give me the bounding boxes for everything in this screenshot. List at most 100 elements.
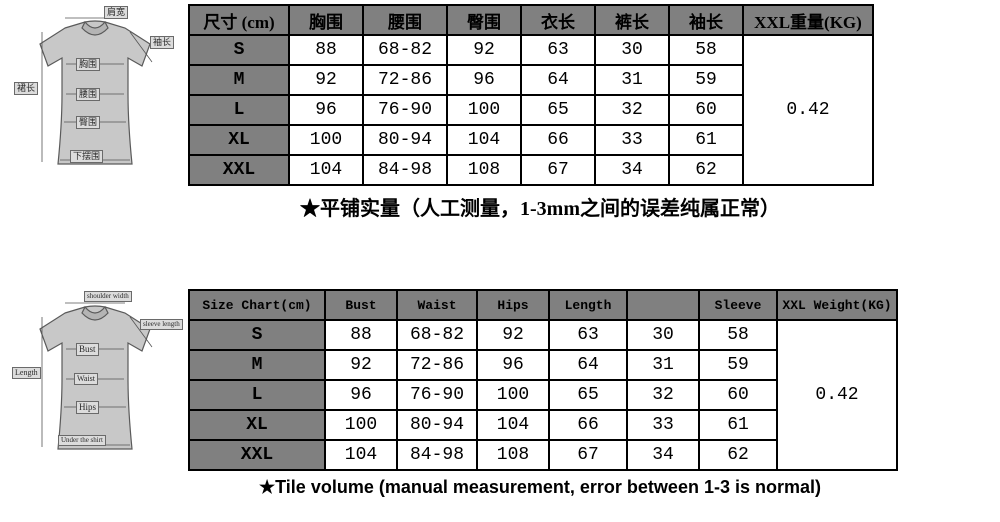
- size-value: 84-98: [397, 440, 477, 470]
- size-table-en: Size Chart(cm)BustWaistHipsLengthSleeveX…: [188, 289, 898, 471]
- size-value: 30: [627, 320, 699, 350]
- size-value: 104: [289, 155, 363, 185]
- size-value: 72-86: [363, 65, 447, 95]
- size-value: 60: [699, 380, 777, 410]
- size-value: 32: [627, 380, 699, 410]
- size-value: 68-82: [397, 320, 477, 350]
- diagram-label: 裙长: [14, 82, 38, 95]
- size-value: 61: [699, 410, 777, 440]
- size-value: 96: [325, 380, 397, 410]
- size-value: 108: [477, 440, 549, 470]
- col-header: 尺寸 (cm): [189, 5, 289, 35]
- diagram-label: 下摆围: [70, 150, 103, 163]
- size-label: S: [189, 35, 289, 65]
- size-table-cn: 尺寸 (cm)胸围腰围臀围衣长裤长袖长XXL重量(KG)S8868-829263…: [188, 4, 874, 186]
- size-value: 100: [289, 125, 363, 155]
- col-header: XXL重量(KG): [743, 5, 873, 35]
- size-value: 92: [447, 35, 521, 65]
- diagram-label: Under the shirt: [58, 435, 106, 446]
- size-value: 59: [669, 65, 743, 95]
- size-value: 92: [289, 65, 363, 95]
- col-header: Bust: [325, 290, 397, 320]
- col-header: 衣长: [521, 5, 595, 35]
- size-value: 63: [549, 320, 627, 350]
- size-value: 62: [669, 155, 743, 185]
- size-value: 30: [595, 35, 669, 65]
- size-label: L: [189, 95, 289, 125]
- diagram-label: shoulder width: [84, 291, 132, 302]
- size-value: 34: [595, 155, 669, 185]
- size-row: S8868-82926330580.42: [189, 35, 873, 65]
- col-header: Hips: [477, 290, 549, 320]
- size-value: 72-86: [397, 350, 477, 380]
- diagram-label: Bust: [76, 343, 99, 356]
- size-value: 66: [521, 125, 595, 155]
- size-value: 96: [447, 65, 521, 95]
- col-header: XXL Weight(KG): [777, 290, 897, 320]
- size-value: 88: [289, 35, 363, 65]
- size-value: 64: [549, 350, 627, 380]
- size-value: 58: [699, 320, 777, 350]
- size-label: S: [189, 320, 325, 350]
- size-value: 63: [521, 35, 595, 65]
- size-value: 84-98: [363, 155, 447, 185]
- col-header: Waist: [397, 290, 477, 320]
- size-value: 76-90: [363, 95, 447, 125]
- size-value: 80-94: [397, 410, 477, 440]
- size-value: 92: [477, 320, 549, 350]
- size-label: XXL: [189, 440, 325, 470]
- size-value: 65: [549, 380, 627, 410]
- col-header: 裤长: [595, 5, 669, 35]
- size-value: 76-90: [397, 380, 477, 410]
- size-block-en: shoulder width sleeve length Bust Length Wai…: [0, 285, 1000, 471]
- size-label: XL: [189, 410, 325, 440]
- size-block-cn: 肩宽袖长胸围裙长腰围臀围下摆围 尺寸 (cm)胸围腰围臀围衣长裤长袖长XXL重量…: [0, 0, 1000, 186]
- size-label: XXL: [189, 155, 289, 185]
- diagram-label: 袖长: [150, 36, 174, 49]
- col-header: 腰围: [363, 5, 447, 35]
- size-value: 32: [595, 95, 669, 125]
- diagram-label: 胸围: [76, 58, 100, 71]
- size-value: 100: [447, 95, 521, 125]
- size-value: 31: [595, 65, 669, 95]
- size-value: 104: [447, 125, 521, 155]
- size-value: 100: [325, 410, 397, 440]
- caption-en: ★Tile volume (manual measurement, error …: [80, 471, 1000, 522]
- col-header: 胸围: [289, 5, 363, 35]
- col-header: 臀围: [447, 5, 521, 35]
- size-value: 67: [549, 440, 627, 470]
- size-value: 31: [627, 350, 699, 380]
- diagram-label: Length: [12, 367, 41, 379]
- col-header: Sleeve: [699, 290, 777, 320]
- size-label: M: [189, 350, 325, 380]
- size-value: 100: [477, 380, 549, 410]
- diagram-label: Hips: [76, 401, 99, 414]
- weight-value: 0.42: [777, 320, 897, 470]
- diagram-label: sleeve length: [140, 319, 183, 330]
- weight-value: 0.42: [743, 35, 873, 185]
- size-label: XL: [189, 125, 289, 155]
- caption-cn: ★平铺实量（人工测量，1-3mm之间的误差纯属正常）: [80, 186, 1000, 245]
- size-value: 66: [549, 410, 627, 440]
- size-label: L: [189, 380, 325, 410]
- diagram-label: 肩宽: [104, 6, 128, 19]
- size-value: 33: [627, 410, 699, 440]
- garment-diagram-cn: 肩宽袖长胸围裙长 腰围臀围下摆围: [10, 4, 180, 174]
- size-value: 104: [477, 410, 549, 440]
- size-row: S8868-82926330580.42: [189, 320, 897, 350]
- garment-diagram-en: shoulder widthsleeve lengthBustLengthWai…: [10, 289, 180, 459]
- size-value: 96: [289, 95, 363, 125]
- size-value: 108: [447, 155, 521, 185]
- size-value: 65: [521, 95, 595, 125]
- col-header: Size Chart(cm): [189, 290, 325, 320]
- col-header: [627, 290, 699, 320]
- size-value: 33: [595, 125, 669, 155]
- size-value: 104: [325, 440, 397, 470]
- diagram-label: 腰围: [76, 88, 100, 101]
- size-value: 80-94: [363, 125, 447, 155]
- col-header: Length: [549, 290, 627, 320]
- size-value: 61: [669, 125, 743, 155]
- size-value: 62: [699, 440, 777, 470]
- size-value: 96: [477, 350, 549, 380]
- diagram-label: 臀围: [76, 116, 100, 129]
